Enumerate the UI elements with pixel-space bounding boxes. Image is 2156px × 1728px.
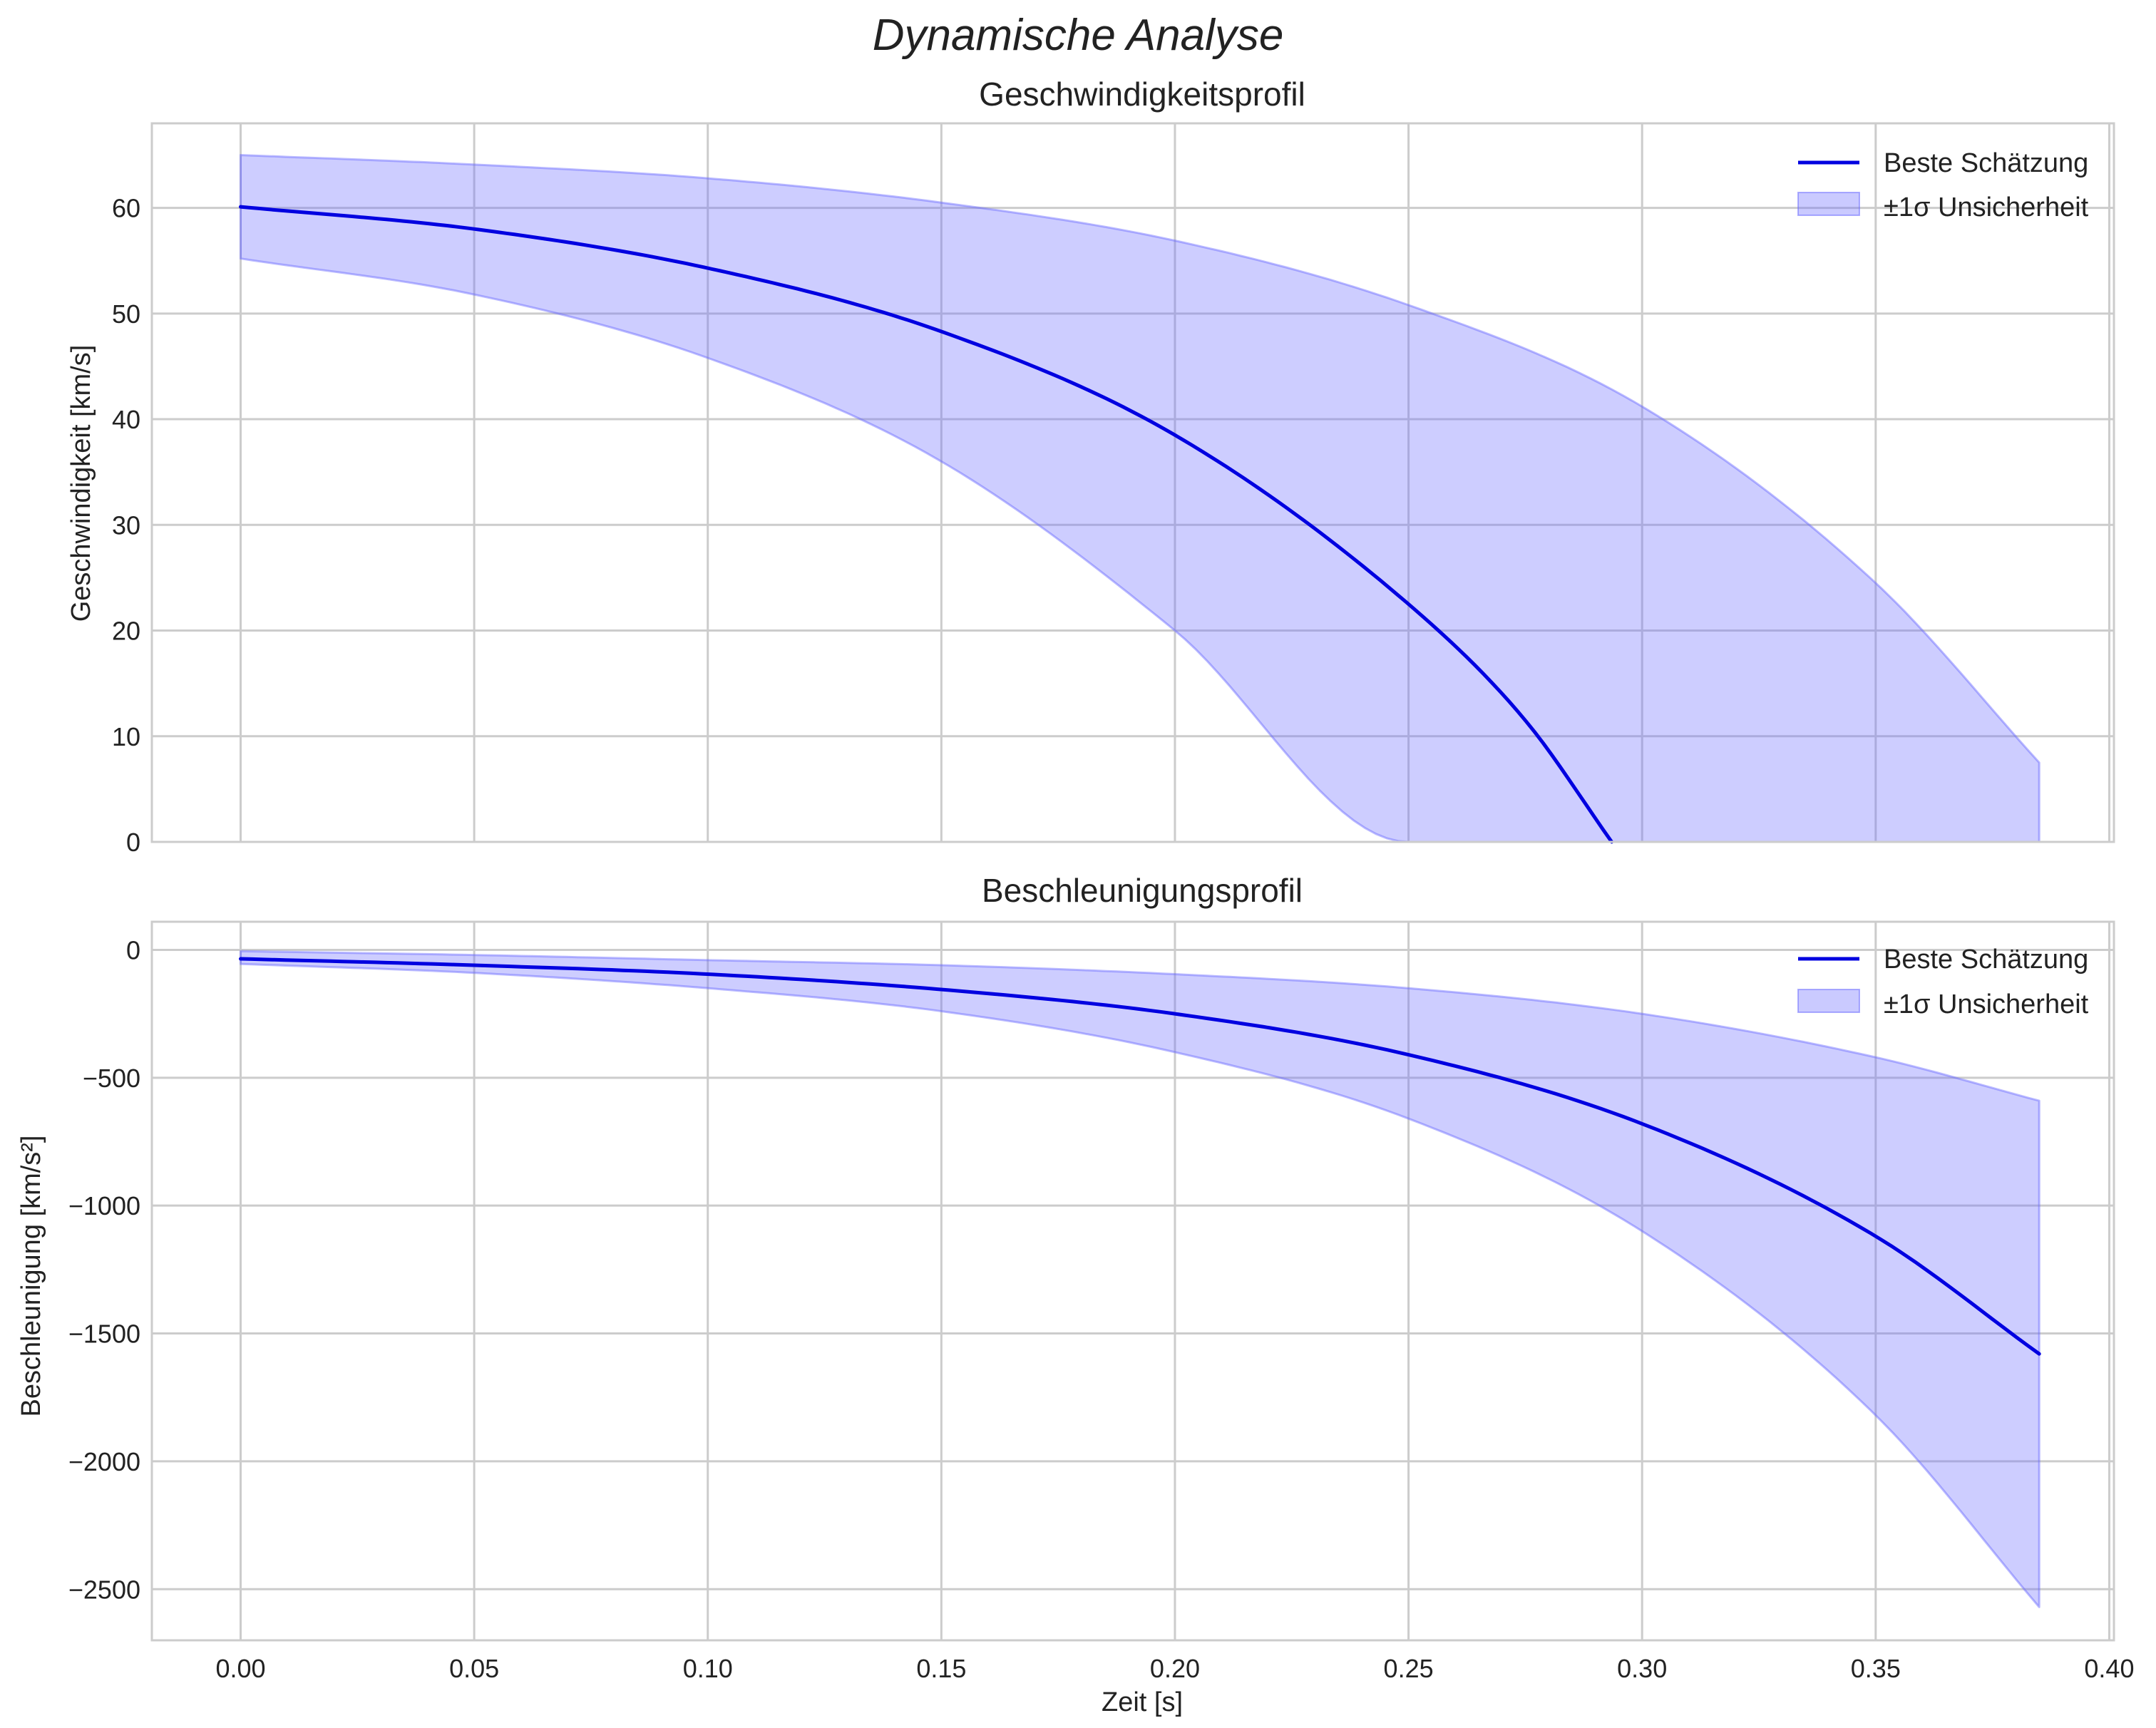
acceleration-line-group xyxy=(239,957,2041,1356)
x-tick-label: 0.30 xyxy=(1617,1654,1667,1683)
acceleration-y-tick-label: −2000 xyxy=(68,1447,140,1476)
velocity-y-tick-label: 40 xyxy=(112,405,140,434)
velocity-legend-entry-best: Beste Schätzung xyxy=(1884,148,2088,178)
velocity-plot-frame xyxy=(150,122,2115,843)
velocity-y-tick-label: 20 xyxy=(112,617,140,646)
acceleration-legend-band-swatch xyxy=(1797,989,1860,1013)
acceleration-legend-entry-best: Beste Schätzung xyxy=(1884,945,2088,974)
velocity-y-tick-label: 50 xyxy=(112,299,140,329)
acceleration-uncertainty-band xyxy=(240,950,2040,1608)
velocity-y-tick-label: 10 xyxy=(112,722,140,751)
acceleration-y-tick-label: −1500 xyxy=(68,1320,140,1349)
acceleration-panel: Beschleunigungsprofil Beschleunigung [km… xyxy=(16,872,2134,1717)
acceleration-plot-frame xyxy=(150,920,2115,1642)
acceleration-uncertainty-band-group xyxy=(240,950,2040,1608)
velocity-uncertainty-band xyxy=(240,154,2040,843)
velocity-uncertainty-band-group xyxy=(240,154,2040,843)
acceleration-panel-title: Beschleunigungsprofil xyxy=(982,872,1303,909)
x-tick-label: 0.10 xyxy=(683,1654,733,1683)
acceleration-y-tick-label: −1000 xyxy=(68,1191,140,1220)
x-axis-label: Zeit [s] xyxy=(1102,1687,1183,1717)
x-tick-label: 0.05 xyxy=(449,1654,499,1683)
acceleration-y-tick-label: −2500 xyxy=(68,1575,140,1604)
figure-title: Dynamische Analyse xyxy=(873,11,1284,60)
acceleration-best-estimate-line xyxy=(239,957,2041,1356)
acceleration-legend: Beste Schätzung ±1σ Unsicherheit xyxy=(1797,945,2089,1019)
velocity-y-tick-label: 60 xyxy=(112,194,140,223)
acceleration-y-tick-label: −500 xyxy=(83,1064,140,1093)
acceleration-y-tick-label: 0 xyxy=(126,935,140,965)
x-tick-label: 0.15 xyxy=(916,1654,966,1683)
x-tick-label: 0.40 xyxy=(2084,1654,2134,1683)
velocity-legend: Beste Schätzung ±1σ Unsicherheit xyxy=(1797,148,2089,222)
velocity-line-group xyxy=(239,205,1614,844)
velocity-panel-title: Geschwindigkeitsprofil xyxy=(979,76,1305,113)
velocity-y-tick-label: 30 xyxy=(112,510,140,540)
velocity-legend-band-swatch xyxy=(1797,192,1860,216)
velocity-y-ticks: 0 10 20 30 40 50 60 xyxy=(112,194,140,857)
velocity-legend-entry-sigma: ±1σ Unsicherheit xyxy=(1884,192,2089,222)
acceleration-legend-entry-sigma: ±1σ Unsicherheit xyxy=(1884,989,2089,1019)
velocity-y-axis-label: Geschwindigkeit [km/s] xyxy=(66,345,96,622)
x-tick-label: 0.20 xyxy=(1150,1654,1200,1683)
velocity-y-tick-label: 0 xyxy=(126,828,140,857)
x-tick-label: 0.25 xyxy=(1384,1654,1434,1683)
acceleration-y-axis-label: Beschleunigung [km/s²] xyxy=(16,1136,46,1417)
acceleration-grid xyxy=(152,922,2114,1640)
x-tick-label: 0.00 xyxy=(215,1654,265,1683)
x-tick-label: 0.35 xyxy=(1851,1654,1901,1683)
acceleration-y-ticks: 0 −500 −1000 −1500 −2000 −2500 xyxy=(68,935,140,1604)
velocity-best-estimate-line xyxy=(239,205,1614,844)
acceleration-x-ticks: 0.00 0.05 0.10 0.15 0.20 0.25 0.30 0.35 0.40 xyxy=(215,1654,2134,1683)
velocity-panel: Geschwindigkeitsprofil Geschwindigkeit [… xyxy=(66,76,2115,857)
